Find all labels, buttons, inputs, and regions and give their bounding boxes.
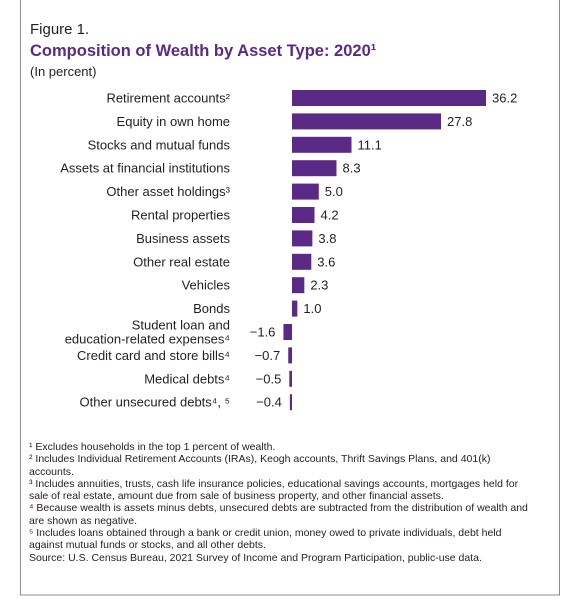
bar <box>289 370 292 387</box>
footnote: ¹ Excludes households in the top 1 perce… <box>29 441 276 453</box>
category-label: Other real estate <box>133 254 230 269</box>
category-label: Medical debts⁴ <box>144 371 230 386</box>
category-label: Stocks and mutual funds <box>88 137 231 152</box>
category-label: Rental properties <box>131 208 230 223</box>
source-note: Source: U.S. Census Bureau, 2021 Survey … <box>29 551 482 564</box>
value-label: 3.8 <box>318 231 336 246</box>
bar <box>292 90 487 106</box>
bar <box>292 183 319 200</box>
chart-subtitle: (In percent) <box>30 64 96 79</box>
category-label: Vehicles <box>182 278 231 293</box>
bar <box>292 300 298 317</box>
bar <box>292 136 352 153</box>
value-label: −0.4 <box>256 395 282 410</box>
frame <box>20 0 560 596</box>
bar <box>288 347 292 364</box>
bar <box>292 253 312 270</box>
value-label: 5.0 <box>325 184 343 199</box>
value-label: 36.2 <box>492 91 517 106</box>
category-label: Other asset holdings³ <box>106 184 230 199</box>
footnote: ⁴ Because wealth is assets minus debts, … <box>29 502 528 527</box>
value-label: 8.3 <box>342 161 360 176</box>
chart-title: Composition of Wealth by Asset Type: 202… <box>30 42 376 60</box>
category-label: Retirement accounts² <box>106 91 230 106</box>
category-label: Business assets <box>136 231 230 246</box>
value-label: −0.7 <box>255 348 281 363</box>
footnote: ⁵ Includes loans obtained through a bank… <box>29 527 502 552</box>
value-label: 1.0 <box>303 301 321 316</box>
footnote: ³ Includes annuities, trusts, cash life … <box>29 477 519 503</box>
value-label: 4.2 <box>321 208 339 223</box>
category-label: Credit card and store bills⁴ <box>77 348 230 363</box>
bar <box>292 277 305 294</box>
footnote: ² Includes Individual Retirement Account… <box>29 453 491 478</box>
bar <box>292 160 337 177</box>
category-label: Other unsecured debts⁴, ⁵ <box>80 395 230 410</box>
footnotes: ¹ Excludes households in the top 1 perce… <box>29 441 537 564</box>
value-label: 27.8 <box>447 114 472 129</box>
category-label: Assets at financial institutions <box>60 161 230 176</box>
bar <box>292 207 315 223</box>
category-label: Bonds <box>193 301 230 316</box>
value-label: 3.6 <box>317 254 335 269</box>
category-label: Student loan and education-related expens… <box>65 318 230 347</box>
value-label: 2.3 <box>310 278 328 293</box>
value-label: 11.1 <box>357 137 381 152</box>
value-label: −0.5 <box>256 371 282 386</box>
bar <box>292 113 442 130</box>
bar <box>292 230 313 247</box>
category-label: Equity in own home <box>117 114 230 129</box>
figure-label: Figure 1. <box>30 21 89 38</box>
bar <box>289 394 292 411</box>
value-label: −1.6 <box>250 325 276 340</box>
bar <box>283 324 292 340</box>
